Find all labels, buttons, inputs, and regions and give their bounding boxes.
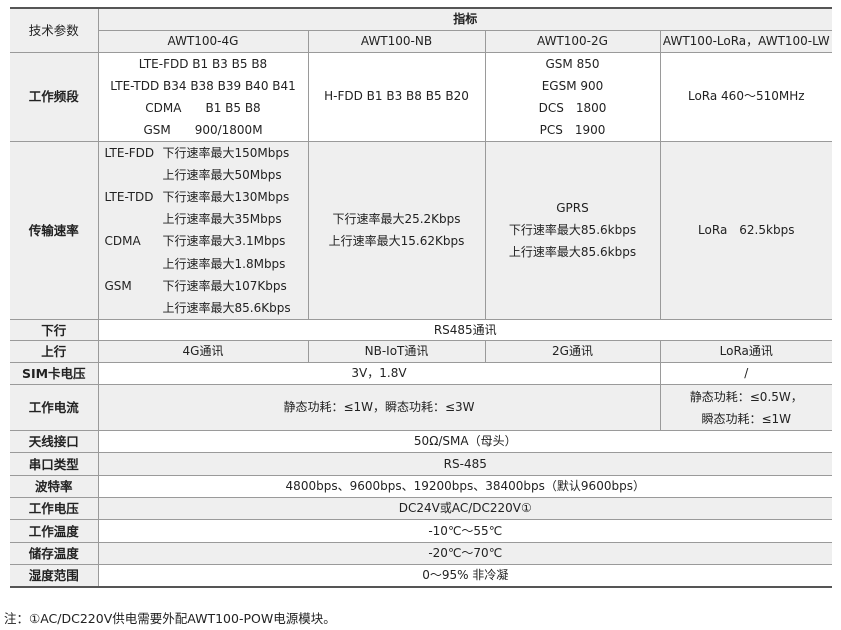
- temp-label: 工作温度: [10, 519, 99, 544]
- rate-tech: GSM: [104, 278, 132, 293]
- rate-value: 下行速率最大130Mbps: [162, 189, 290, 204]
- rate-value: 上行速率最大50Mbps: [162, 167, 282, 182]
- sim-lora: /: [660, 362, 833, 386]
- rate-2g: GPRS 下行速率最大85.6kbps 上行速率最大85.6kbps: [485, 140, 661, 321]
- humidity-value: 0～95% 非冷凝: [98, 564, 833, 588]
- rate-tech: [105, 208, 163, 230]
- rate-label: 传输速率: [10, 140, 99, 321]
- voltage-label: 工作电压: [10, 497, 99, 521]
- up-2g: 2G通讯: [485, 340, 661, 364]
- rate-lora: LoRa 62.5kbps: [660, 140, 833, 321]
- rate-value: 上行速率最大85.6Kbps: [162, 300, 291, 315]
- rate-value: 下行速率最大150Mbps: [162, 145, 290, 160]
- voltage-value: DC24V或AC/DC220V①: [98, 497, 833, 521]
- baud-label: 波特率: [10, 475, 99, 499]
- rate-tech: [105, 297, 163, 319]
- freq-lora: LoRa 460～510MHz: [660, 51, 833, 142]
- rate-4g: LTE-FDD 下行速率最大150Mbps 上行速率最大50Mbps LTE-TDD 下…: [98, 140, 309, 321]
- current-value: 静态功耗：≤1W，瞬态功耗：≤3W: [98, 384, 661, 432]
- rate-value: 上行速率最大35Mbps: [162, 212, 282, 227]
- rate-value: 上行速率最大1.8Mbps: [162, 256, 286, 271]
- antenna-value: 50Ω/SMA（母头）: [98, 430, 833, 454]
- rate-tech: CDMA: [104, 234, 141, 249]
- freq-nb: H-FDD B1 B3 B8 B5 B20: [308, 51, 486, 142]
- rate-value: 下行速率最大107Kbps: [162, 278, 287, 293]
- sim-label: SIM卡电压: [10, 362, 99, 386]
- storage-value: -20℃～70℃: [98, 542, 833, 566]
- rate-tech: LTE-TDD: [104, 189, 154, 204]
- rate-tech: [105, 253, 163, 275]
- spec-table: 技术参数 指标 AWT100-4G AWT100-NB AWT100-2G AWT100…: [10, 7, 833, 588]
- humidity-label: 湿度范围: [10, 564, 99, 588]
- freq-4g: LTE-FDD B1 B3 B5 B8 LTE-TDD B34 B38 B39 B…: [98, 51, 309, 142]
- sim-value: 3V，1.8V: [98, 362, 661, 386]
- rate-tech: LTE-FDD: [104, 145, 155, 160]
- rate-tech: [105, 164, 163, 186]
- antenna-label: 天线接口: [10, 430, 99, 454]
- baud-value: 4800bps、9600bps、19200bps、38400bps（默认9600…: [98, 475, 833, 499]
- rate-value: 下行速率最大3.1Mbps: [162, 234, 286, 249]
- serial-value: RS-485: [98, 452, 833, 477]
- footnote: 注：①AC/DC220V供电需要外配AWT100-POW电源模块。: [4, 611, 336, 626]
- model-lora: AWT100-LoRa，AWT100-LW: [660, 29, 833, 53]
- model-2g: AWT100-2G: [485, 29, 661, 53]
- serial-label: 串口类型: [10, 452, 99, 477]
- up-label: 上行: [10, 340, 99, 364]
- down-label: 下行: [10, 319, 99, 342]
- header-param: 技术参数: [10, 7, 99, 53]
- freq-2g: GSM 850 EGSM 900 DCS 1800 PCS 1900: [485, 51, 661, 142]
- freq-label: 工作频段: [10, 51, 99, 142]
- temp-value: -10℃～55℃: [98, 519, 833, 544]
- header-spec: 指标: [98, 7, 833, 31]
- rate-nb: 下行速率最大25.2Kbps 上行速率最大15.62Kbps: [308, 140, 486, 321]
- down-value: RS485通讯: [98, 319, 833, 342]
- up-4g: 4G通讯: [98, 340, 309, 364]
- storage-label: 储存温度: [10, 542, 99, 566]
- current-lora: 静态功耗：≤0.5W， 瞬态功耗：≤1W: [660, 384, 833, 432]
- up-nb: NB-IoT通讯: [308, 340, 486, 364]
- up-lora: LoRa通讯: [660, 340, 833, 364]
- current-label: 工作电流: [10, 384, 99, 432]
- model-nb: AWT100-NB: [308, 29, 486, 53]
- model-4g: AWT100-4G: [98, 29, 309, 53]
